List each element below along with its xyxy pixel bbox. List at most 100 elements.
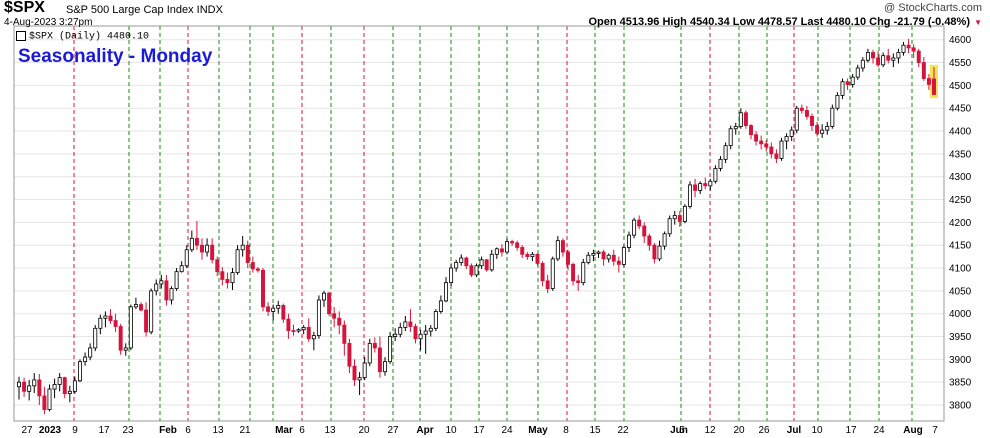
candle-body xyxy=(932,78,936,95)
x-tick-label: 15 xyxy=(589,425,601,436)
candle-body xyxy=(845,81,850,85)
x-tick-label: 24 xyxy=(501,425,513,436)
candle xyxy=(281,303,286,323)
candle xyxy=(17,376,21,400)
candle-body xyxy=(78,361,82,382)
y-tick-label: 4200 xyxy=(949,218,972,229)
candle xyxy=(311,331,316,351)
candle-body xyxy=(418,333,423,340)
x-tick-label: 8 xyxy=(563,425,569,436)
candle xyxy=(886,48,891,64)
candle-body xyxy=(210,244,215,261)
candle xyxy=(911,44,916,58)
candle-body xyxy=(769,146,774,155)
candle xyxy=(535,253,540,266)
x-tick-label: 17 xyxy=(98,425,110,436)
candle-body xyxy=(637,219,642,227)
candle xyxy=(708,178,713,191)
candle xyxy=(693,178,698,198)
x-tick-label: 5 xyxy=(679,425,685,436)
candle xyxy=(296,328,301,333)
candle xyxy=(413,323,418,344)
candle xyxy=(408,309,413,332)
instrument-name: S&P 500 Large Cap Index INDX xyxy=(66,4,223,16)
candle-body xyxy=(667,218,672,235)
candle xyxy=(215,256,220,277)
x-tick-label: 22 xyxy=(617,425,629,436)
candle xyxy=(322,290,326,307)
candle-body xyxy=(850,76,855,85)
candle xyxy=(672,210,677,225)
candle xyxy=(581,258,586,286)
candle-body xyxy=(123,347,128,351)
candle xyxy=(652,242,657,264)
candle-body xyxy=(296,329,301,332)
candle xyxy=(194,220,199,250)
x-tick-label: 23 xyxy=(122,425,134,436)
candle-body xyxy=(377,347,382,373)
candle-body xyxy=(540,263,545,282)
candle xyxy=(667,215,672,237)
seasonality-annotation: Seasonality - Monday xyxy=(18,46,213,67)
x-tick-label: 20 xyxy=(358,425,370,436)
candle xyxy=(774,149,779,163)
candle-body xyxy=(672,215,677,220)
candle-body xyxy=(601,251,606,260)
candle xyxy=(123,343,128,356)
candle-body xyxy=(261,269,265,308)
candle xyxy=(169,286,174,305)
candle xyxy=(57,373,62,392)
y-tick-label: 4300 xyxy=(949,172,972,183)
candle xyxy=(388,331,393,364)
stockcharts-credit[interactable]: @ StockCharts.com xyxy=(884,2,982,14)
x-tick-label: 27 xyxy=(21,425,33,436)
y-tick-label: 4350 xyxy=(949,149,972,160)
candle-body xyxy=(139,304,143,311)
candle xyxy=(591,249,596,262)
candle-body xyxy=(194,237,199,246)
candle-body xyxy=(794,107,799,131)
y-tick-label: 3950 xyxy=(949,332,972,343)
candle-body xyxy=(103,315,108,319)
candle xyxy=(372,337,377,353)
x-tick-label: 17 xyxy=(473,425,485,436)
candle xyxy=(418,329,423,351)
candle xyxy=(754,131,759,146)
candle xyxy=(921,57,926,81)
candle-body xyxy=(545,280,550,289)
candle xyxy=(72,376,77,394)
x-tick-label: 13 xyxy=(324,425,336,436)
candle-body xyxy=(337,317,342,326)
candle-body xyxy=(372,342,377,349)
candle xyxy=(454,259,459,272)
candle-body xyxy=(779,140,784,159)
candle xyxy=(550,256,555,291)
legend-label: $SPX (Daily) 4480.10 xyxy=(29,31,150,43)
candle-body xyxy=(342,324,347,344)
candle-body xyxy=(520,247,525,255)
candle xyxy=(804,105,809,120)
candle xyxy=(769,142,774,159)
candle xyxy=(52,378,57,399)
candle-body xyxy=(911,47,916,52)
x-tick-label: 6 xyxy=(299,425,305,436)
candle-body xyxy=(855,67,860,78)
candle-body xyxy=(738,112,743,127)
candle xyxy=(627,231,631,253)
candle xyxy=(301,325,306,335)
candle xyxy=(428,325,433,337)
candle-body xyxy=(693,184,698,191)
candle xyxy=(713,165,718,184)
candle xyxy=(799,104,804,114)
candle xyxy=(876,51,881,68)
candle-body xyxy=(271,307,276,312)
candle xyxy=(789,126,794,142)
y-tick-label: 4150 xyxy=(949,241,972,252)
candle xyxy=(576,274,581,291)
candle xyxy=(738,108,743,129)
candle xyxy=(337,311,342,335)
candle-body xyxy=(499,248,504,253)
candle xyxy=(759,135,764,150)
candle-body xyxy=(276,305,281,309)
